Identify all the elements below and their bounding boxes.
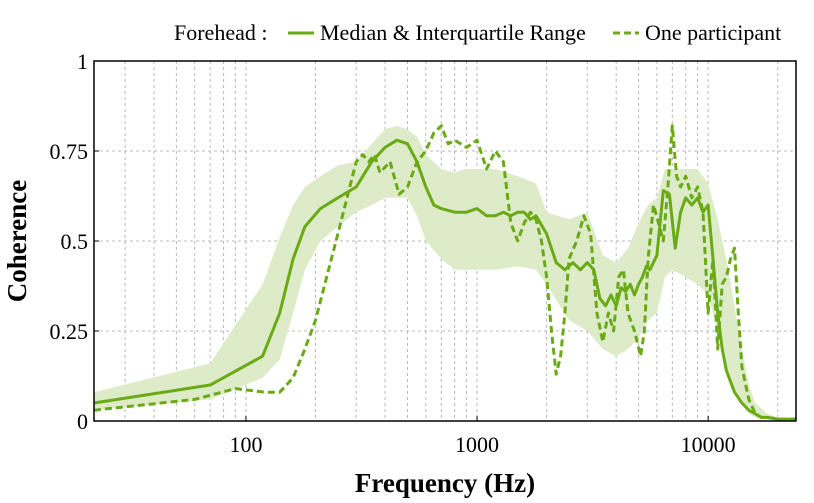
x-tick-label: 1000	[455, 432, 499, 457]
y-tick-label: 0.25	[50, 319, 89, 344]
y-tick-label: 1	[77, 49, 88, 74]
y-tick-label: 0.5	[61, 229, 89, 254]
y-axis-title: Coherence	[2, 180, 32, 302]
median-line	[93, 138, 796, 421]
interquartile-band	[94, 125, 796, 420]
x-axis-ticks: 100 1000 10000	[229, 416, 736, 457]
y-tick-label: 0.75	[50, 139, 89, 164]
x-tick-label: 100	[229, 432, 262, 457]
y-axis-ticks: 0 0.25 0.5 0.75 1	[50, 49, 99, 434]
legend-group-label: Forehead :	[174, 20, 267, 45]
x-axis-title: Frequency (Hz)	[355, 468, 535, 498]
x-tick-label: 10000	[681, 432, 736, 457]
legend: Forehead : Median & Interquartile Range …	[174, 20, 781, 45]
plot-area	[93, 124, 796, 421]
participant-line	[93, 124, 796, 421]
y-tick-label: 0	[77, 409, 88, 434]
legend-entry-median: Median & Interquartile Range	[320, 20, 586, 45]
legend-entry-participant: One participant	[645, 20, 781, 45]
